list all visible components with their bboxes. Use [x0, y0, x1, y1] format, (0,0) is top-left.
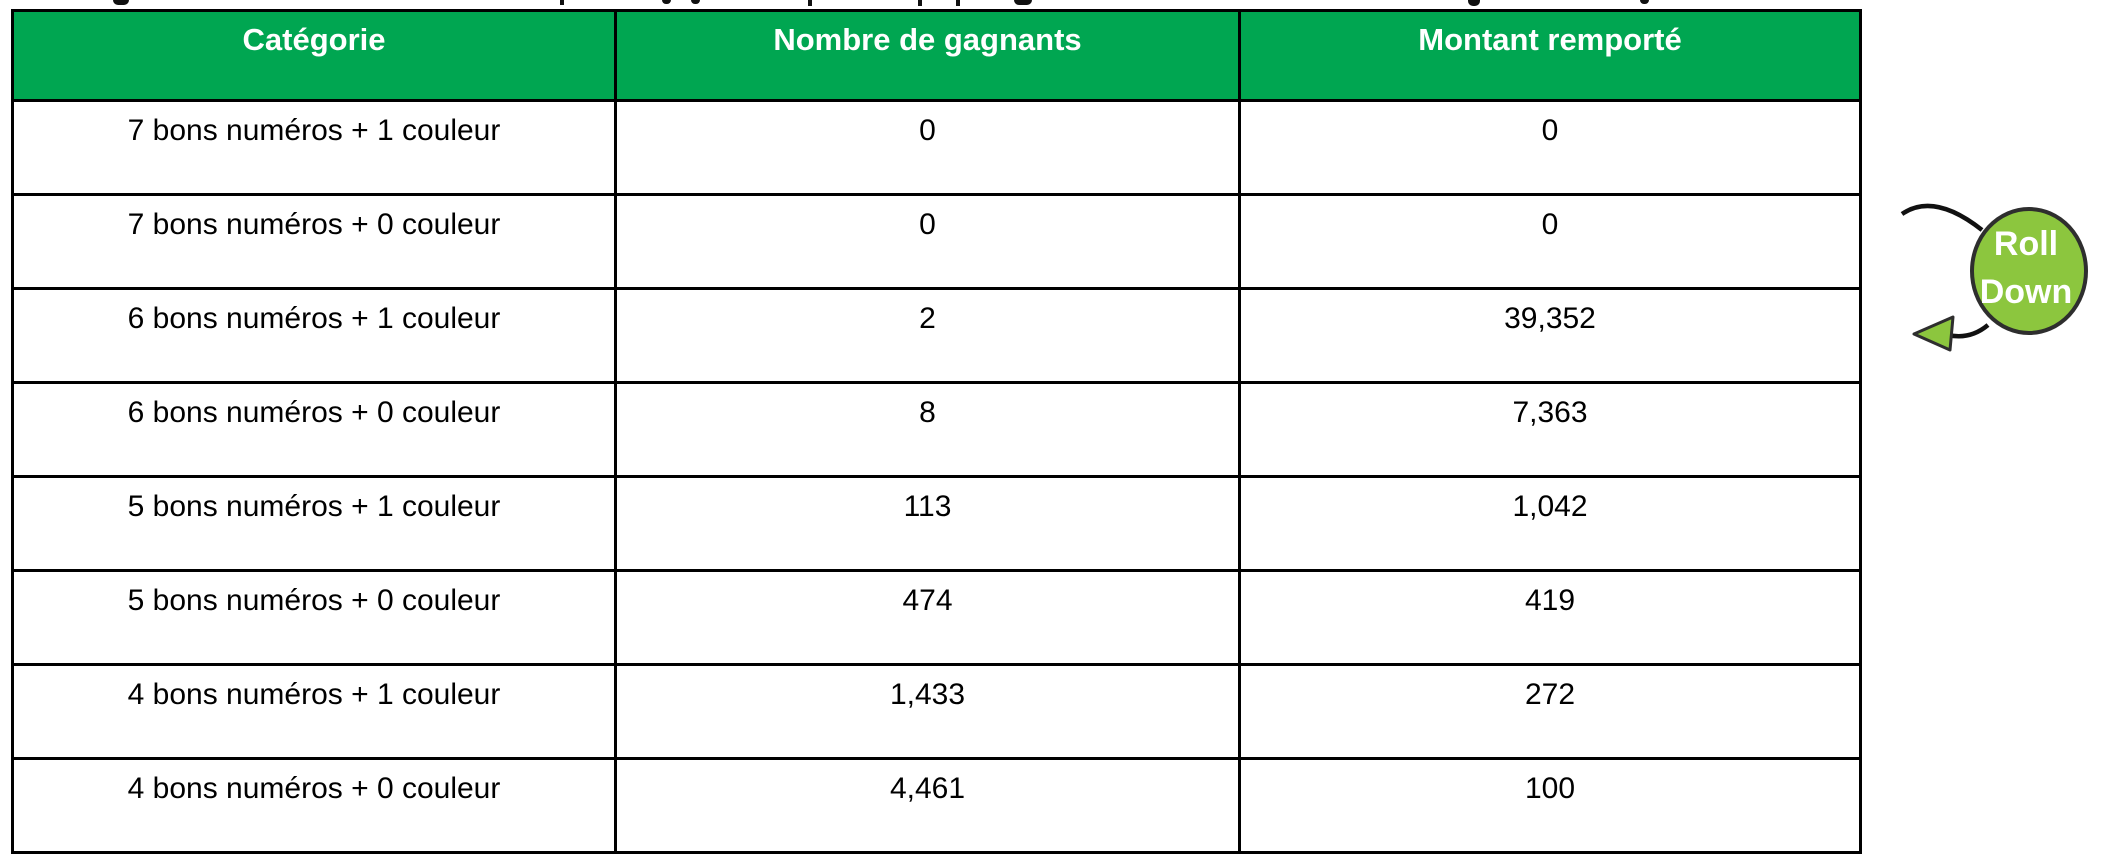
category-cell: 5 bons numéros + 1 couleur [11, 475, 617, 572]
roll-down-arrow-curve-bottom [1947, 323, 1990, 339]
roll-down-circle-icon [1970, 207, 2088, 335]
cropped-glyph-fragment [1640, 0, 1649, 4]
table-row: 5 bons numéros + 1 couleur 113 1,042 [11, 475, 1862, 572]
amount-cell: 0 [1238, 193, 1862, 290]
table-row: 6 bons numéros + 0 couleur 8 7,363 [11, 381, 1862, 478]
roll-down-arrowhead-icon [1912, 315, 1955, 352]
category-cell: 5 bons numéros + 0 couleur [11, 569, 617, 666]
table-header: Catégorie Nombre de gagnants Montant rem… [11, 9, 1862, 102]
table-row: 5 bons numéros + 0 couleur 474 419 [11, 569, 1862, 666]
table-row: 4 bons numéros + 1 couleur 1,433 272 [11, 663, 1862, 760]
amount-cell: 1,042 [1238, 475, 1862, 572]
header-row: Catégorie Nombre de gagnants Montant rem… [11, 9, 1862, 102]
amount-cell: 272 [1238, 663, 1862, 760]
category-cell: 6 bons numéros + 1 couleur [11, 287, 617, 384]
roll-down-label-line1: Roll [1994, 225, 2058, 263]
amount-cell: 7,363 [1238, 381, 1862, 478]
cropped-glyph-fragment [560, 0, 564, 5]
category-cell: 6 bons numéros + 0 couleur [11, 381, 617, 478]
cropped-glyph-fragment [662, 0, 671, 4]
cropped-glyph-fragment [808, 0, 812, 6]
table-row: 7 bons numéros + 0 couleur 0 0 [11, 193, 1862, 290]
winners-cell: 2 [614, 287, 1241, 384]
category-cell: 4 bons numéros + 0 couleur [11, 757, 617, 854]
category-cell: 7 bons numéros + 0 couleur [11, 193, 617, 290]
amount-cell: 100 [1238, 757, 1862, 854]
winners-cell: 4,461 [614, 757, 1241, 854]
table-row: 6 bons numéros + 1 couleur 2 39,352 [11, 287, 1862, 384]
category-cell: 7 bons numéros + 1 couleur [11, 99, 617, 196]
cropped-text-line [0, 0, 2119, 7]
cropped-glyph-fragment [113, 0, 129, 5]
amount-cell: 39,352 [1238, 287, 1862, 384]
amount-cell: 0 [1238, 99, 1862, 196]
winners-cell: 474 [614, 569, 1241, 666]
table-row: 7 bons numéros + 1 couleur 0 0 [11, 99, 1862, 196]
winners-cell: 0 [614, 99, 1241, 196]
roll-down-graphic: Roll Down [1900, 203, 2088, 352]
cropped-glyph-fragment [956, 0, 960, 6]
winners-cell: 1,433 [614, 663, 1241, 760]
winners-cell: 113 [614, 475, 1241, 572]
winners-cell: 0 [614, 193, 1241, 290]
header-nombre-gagnants: Nombre de gagnants [614, 9, 1241, 102]
cropped-glyph-fragment [1014, 0, 1032, 5]
cropped-glyph-fragment [691, 0, 700, 4]
amount-cell: 419 [1238, 569, 1862, 666]
header-montant-remporte: Montant remporté [1238, 9, 1862, 102]
roll-down-label-line2: Down [1980, 273, 2073, 311]
cropped-glyph-fragment [1468, 0, 1480, 6]
cropped-glyph-fragment [918, 0, 922, 6]
roll-down-arrow-curve-top [1900, 203, 1984, 232]
table-body: 7 bons numéros + 1 couleur 0 0 7 bons nu… [11, 99, 1862, 854]
table-row: 4 bons numéros + 0 couleur 4,461 100 [11, 757, 1862, 854]
header-categorie: Catégorie [11, 9, 617, 102]
results-table: Catégorie Nombre de gagnants Montant rem… [11, 9, 1862, 854]
category-cell: 4 bons numéros + 1 couleur [11, 663, 617, 760]
winners-cell: 8 [614, 381, 1241, 478]
